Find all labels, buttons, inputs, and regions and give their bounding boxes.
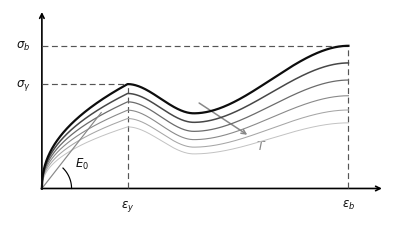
Text: $E_0$: $E_0$: [75, 156, 89, 171]
Text: $\sigma_\gamma$: $\sigma_\gamma$: [16, 77, 30, 92]
Text: $\epsilon_y$: $\epsilon_y$: [121, 198, 134, 213]
Text: $\epsilon_b$: $\epsilon_b$: [342, 198, 355, 211]
Text: $\sigma_b$: $\sigma_b$: [16, 40, 30, 53]
Text: T: T: [256, 139, 264, 152]
